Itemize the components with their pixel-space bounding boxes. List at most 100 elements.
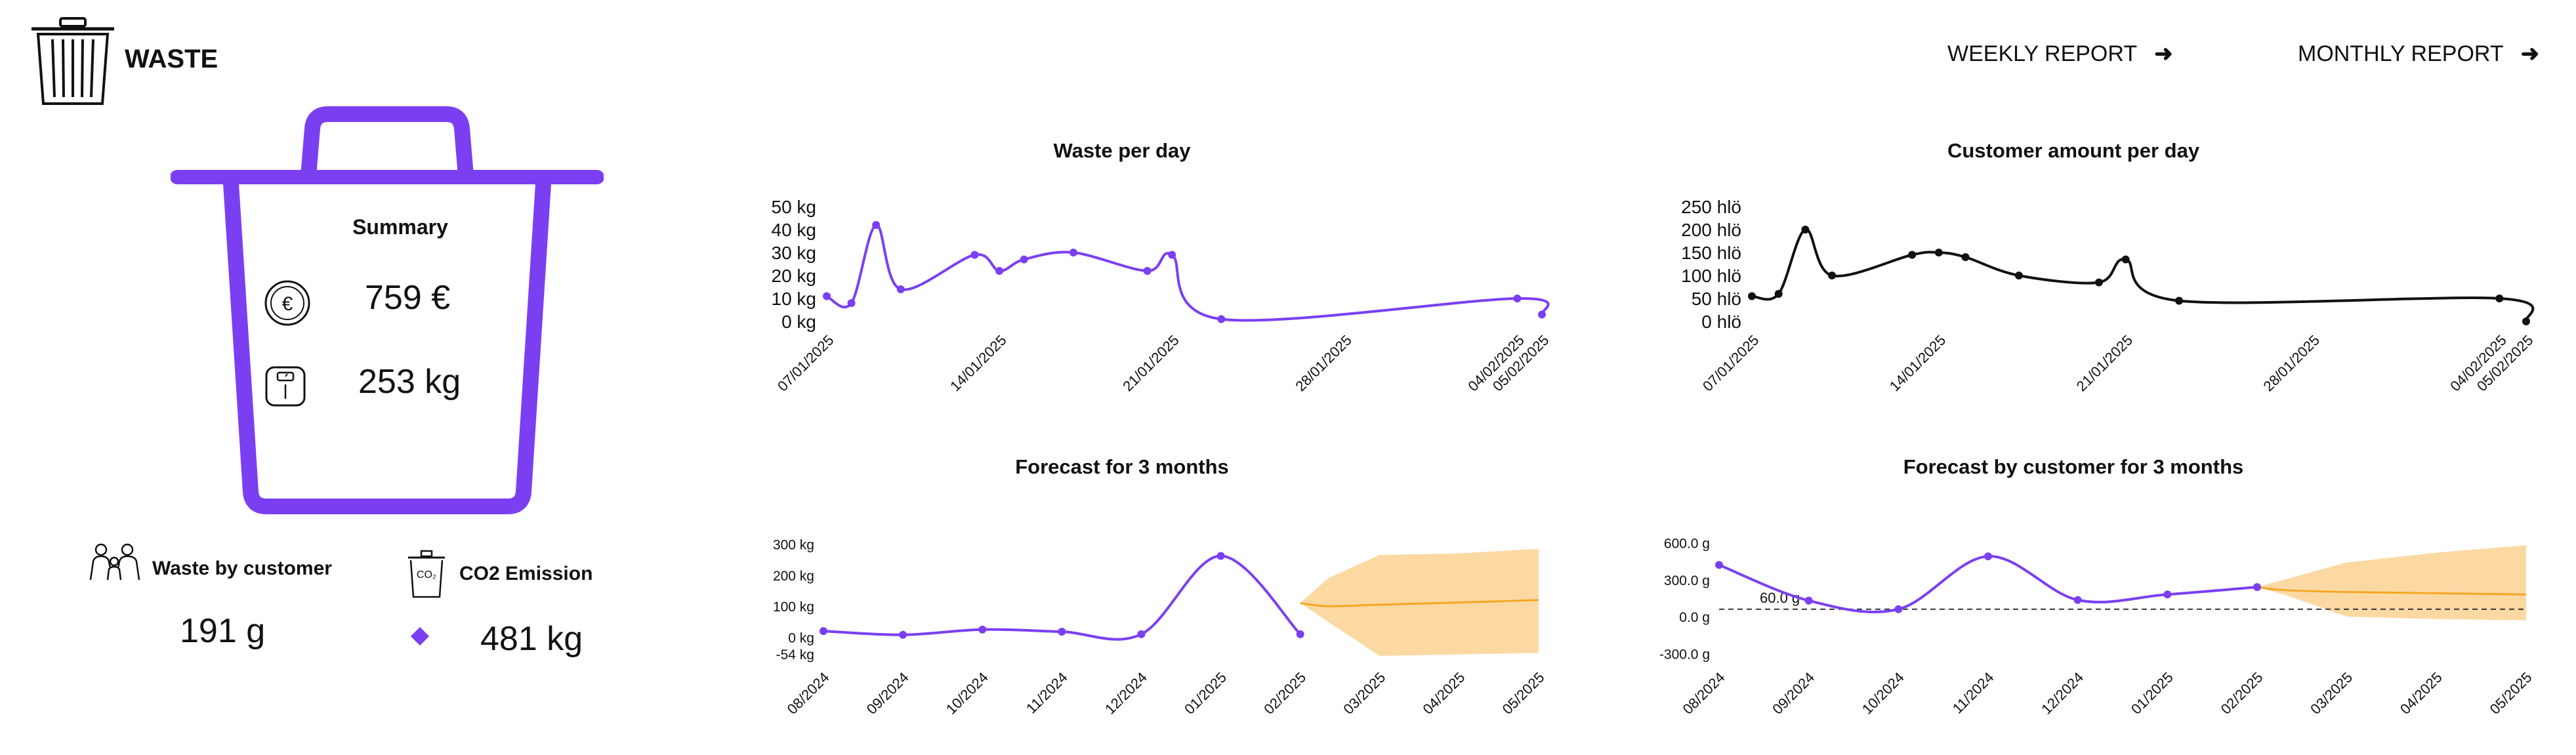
data-point	[1296, 630, 1304, 638]
summary-bin-graphic	[171, 106, 604, 514]
data-point	[1908, 251, 1917, 259]
data-point	[1804, 596, 1813, 605]
y-tick-label: 200 kg	[773, 569, 814, 584]
y-tick-label: -300.0 g	[1659, 647, 1710, 662]
co2-emission-label: CO2 Emission	[459, 563, 593, 584]
data-point	[872, 221, 881, 229]
series-line	[823, 554, 1302, 641]
y-tick-label: 0 kg	[781, 312, 816, 332]
data-point	[1801, 226, 1810, 234]
y-tick-label: 0 kg	[788, 631, 814, 646]
scale-icon	[265, 366, 306, 407]
x-tick-label: 01/2025	[1181, 669, 1230, 718]
chart-title-customer-amount: Customer amount per day	[1947, 139, 2200, 162]
x-tick-label: 03/2025	[2307, 669, 2356, 718]
arrow-right-icon: ➜	[2520, 41, 2540, 66]
y-tick-label: 100 hlö	[1681, 266, 1741, 286]
arrow-right-icon: ➜	[2154, 41, 2173, 66]
trash-bin-icon	[31, 17, 114, 105]
forecast-band	[1300, 548, 1539, 656]
x-tick-label: 14/01/2025	[1886, 332, 1949, 395]
x-tick-label: 09/2024	[863, 669, 912, 718]
app-logo	[26, 14, 119, 108]
data-point	[2121, 255, 2130, 264]
forecast-line	[2256, 586, 2527, 596]
y-tick-label: 50 hlö	[1692, 289, 1741, 309]
data-point	[847, 299, 856, 307]
data-point	[1984, 552, 1992, 561]
data-point	[995, 267, 1004, 275]
data-point	[2495, 295, 2504, 302]
y-tick-label: 40 kg	[772, 220, 817, 240]
x-tick-label: 03/2025	[1340, 669, 1388, 718]
data-point	[2175, 296, 2184, 305]
y-tick-label: 30 kg	[772, 243, 817, 263]
waste-by-customer-label: Waste by customer	[152, 558, 332, 579]
family-icon	[89, 543, 140, 581]
data-point	[1828, 272, 1837, 279]
series-line	[826, 224, 1550, 322]
x-tick-label: 10/2024	[1859, 669, 1907, 718]
data-point	[2073, 596, 2082, 604]
data-point	[2094, 278, 2103, 287]
y-tick-label: 600.0 g	[1664, 537, 1710, 552]
x-tick-label: 10/2024	[943, 669, 991, 718]
data-point	[1217, 315, 1226, 323]
svg-text:€: €	[282, 293, 293, 315]
x-tick-label: 04/2025	[1420, 669, 1468, 718]
x-tick-label: 21/01/2025	[1119, 332, 1182, 395]
co2-diamond-marker	[410, 626, 430, 646]
monthly-report-link[interactable]: MONTHLY REPORT ➜	[2298, 41, 2539, 67]
x-tick-label: 08/2024	[784, 669, 833, 718]
weekly-report-link[interactable]: WEEKLY REPORT ➜	[1947, 41, 2173, 67]
data-point	[820, 627, 827, 636]
x-tick-label: 01/2025	[2128, 669, 2176, 718]
data-point	[896, 285, 905, 293]
forecast-band	[2257, 545, 2526, 621]
y-tick-label: 50 kg	[772, 197, 817, 217]
data-point	[978, 625, 987, 634]
data-point	[899, 630, 907, 639]
data-point	[970, 251, 979, 259]
data-point	[1748, 292, 1756, 300]
chart-title-waste-per-day: Waste per day	[1053, 139, 1191, 162]
y-tick-label: -54 kg	[776, 647, 814, 663]
forecast-line	[1300, 599, 1539, 607]
x-tick-label: 07/01/2025	[1699, 332, 1762, 395]
summary-title: Summary	[352, 215, 448, 239]
y-tick-label: 200 hlö	[1681, 220, 1741, 240]
co2-icon-label: CO₂	[416, 569, 437, 581]
euro-coin-icon: €	[264, 280, 310, 326]
waste-per-day-chart: 0 kg 10 kg 20 kg 30 kg 40 kg 50 kg 07/01/2025 1…	[772, 197, 1552, 395]
data-point	[2522, 317, 2530, 325]
x-tick-label: 05/2025	[2487, 669, 2535, 718]
y-tick-label: 150 hlö	[1681, 243, 1741, 263]
waste-by-customer-value: 191 g	[180, 612, 266, 650]
data-point	[823, 292, 831, 300]
data-point	[2163, 590, 2172, 599]
y-tick-label: 250 hlö	[1681, 197, 1741, 217]
summary-weight-value: 253 kg	[358, 363, 461, 401]
x-tick-label: 11/2024	[1949, 669, 1997, 717]
summary-cost-value: 759 €	[365, 279, 451, 317]
y-tick-label: 300.0 g	[1664, 573, 1710, 588]
x-tick-label: 02/2025	[2218, 669, 2266, 718]
data-point	[1168, 251, 1176, 259]
co2-emission-value: 481 kg	[480, 620, 583, 658]
weekly-report-label: WEEKLY REPORT	[1947, 41, 2138, 66]
data-point	[1774, 290, 1783, 298]
y-tick-label: 0 hlö	[1701, 312, 1741, 332]
chart-title-forecast-3-months: Forecast for 3 months	[1015, 455, 1229, 478]
data-point	[1058, 628, 1066, 636]
data-point	[1715, 561, 1723, 569]
monthly-report-label: MONTHLY REPORT	[2298, 41, 2504, 66]
data-point	[1538, 310, 1546, 319]
data-point	[1137, 630, 1146, 638]
x-tick-label: 12/2024	[1102, 669, 1150, 718]
x-tick-label: 12/2024	[2038, 669, 2087, 718]
data-point	[1513, 295, 1522, 302]
data-point	[1069, 249, 1077, 256]
data-point	[1894, 605, 1903, 613]
data-point	[2253, 583, 2261, 591]
